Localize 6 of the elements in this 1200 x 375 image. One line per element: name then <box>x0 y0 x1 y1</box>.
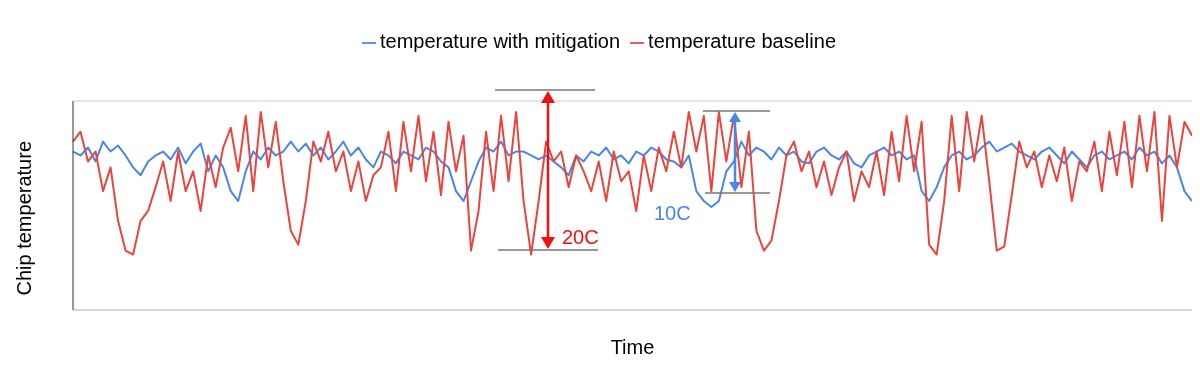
annotation: 10C <box>654 202 691 224</box>
x-axis-title: Time <box>610 336 655 358</box>
legend-label: temperature baseline <box>648 30 836 52</box>
annotation: 20C <box>562 226 599 248</box>
y-axis-title: Chip temperature <box>13 140 36 296</box>
legend-label: temperature with mitigation <box>380 30 621 52</box>
